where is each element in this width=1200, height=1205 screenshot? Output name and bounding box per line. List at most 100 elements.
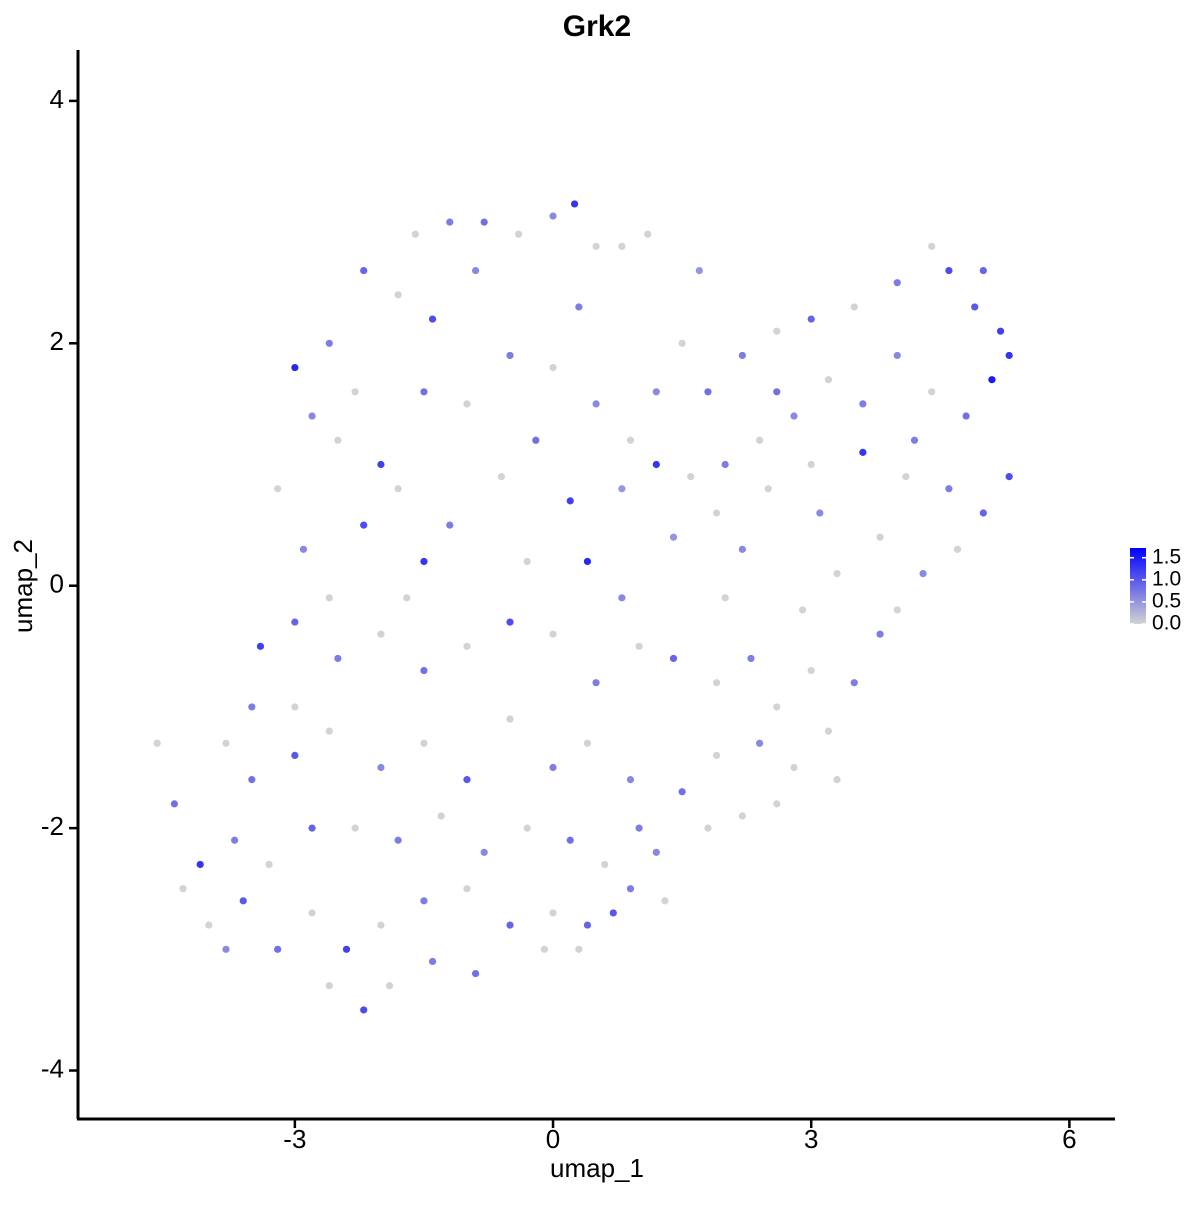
point [824, 727, 833, 735]
point [583, 557, 592, 566]
x-tick-label: 0 [546, 1124, 560, 1154]
point [308, 909, 316, 917]
point [790, 763, 798, 772]
point [738, 812, 746, 820]
point [256, 642, 265, 650]
point [506, 618, 514, 626]
point [351, 824, 359, 832]
point [308, 824, 316, 832]
point [910, 436, 919, 444]
point [669, 654, 678, 663]
point [360, 521, 368, 529]
point [712, 509, 721, 517]
point [893, 279, 901, 287]
point [988, 376, 996, 384]
point [945, 485, 953, 493]
point [824, 376, 833, 384]
point [446, 218, 454, 226]
point [902, 473, 910, 481]
point [394, 291, 402, 299]
point [222, 945, 230, 953]
point [626, 436, 635, 444]
point [291, 751, 299, 759]
point [979, 266, 987, 275]
point [196, 860, 204, 869]
point [592, 679, 600, 687]
point [428, 315, 437, 323]
point [179, 885, 187, 893]
point [773, 703, 781, 711]
point [928, 242, 936, 250]
point [695, 266, 703, 275]
point [876, 630, 884, 638]
point [463, 642, 471, 650]
point [893, 606, 901, 614]
point [570, 200, 579, 208]
point [669, 533, 678, 541]
point [928, 388, 936, 396]
point [807, 460, 815, 469]
point [360, 266, 368, 275]
point [515, 230, 523, 238]
point [807, 666, 815, 675]
point [463, 776, 471, 784]
point [850, 679, 858, 687]
point [377, 460, 385, 469]
point [790, 412, 798, 420]
point [652, 388, 660, 396]
point [996, 327, 1005, 335]
point [325, 982, 333, 990]
point [609, 909, 617, 917]
y-tick-label: 2 [50, 326, 64, 356]
point [385, 982, 394, 990]
point [471, 969, 480, 978]
point [446, 521, 454, 529]
point [351, 388, 359, 396]
point [652, 460, 660, 469]
point [773, 327, 781, 335]
point [549, 630, 557, 638]
y-tick-label: 0 [50, 569, 64, 599]
point [420, 557, 428, 566]
point [549, 763, 557, 772]
point [523, 557, 531, 566]
point [626, 885, 635, 893]
point [661, 897, 669, 905]
point [377, 763, 385, 772]
point [274, 945, 282, 953]
point [919, 569, 927, 578]
point [859, 400, 867, 408]
point [205, 921, 213, 929]
point [773, 800, 781, 808]
point [523, 824, 531, 832]
point [394, 836, 402, 844]
point [239, 897, 247, 905]
point [971, 303, 979, 311]
point [549, 909, 557, 917]
point [471, 266, 480, 275]
colorbar [1130, 548, 1146, 624]
point [428, 957, 437, 966]
point [712, 679, 721, 687]
point [342, 945, 351, 953]
point [652, 848, 660, 856]
point [360, 1006, 368, 1014]
point [773, 388, 781, 396]
point [859, 448, 867, 456]
point [687, 473, 695, 481]
point [291, 703, 299, 711]
point [583, 739, 592, 747]
y-axis-label: umap_2 [8, 539, 38, 633]
point [635, 642, 643, 650]
point [377, 630, 385, 638]
point [549, 363, 557, 372]
point [1005, 473, 1013, 481]
point [712, 751, 721, 759]
point [222, 739, 230, 747]
point [738, 351, 746, 360]
point [678, 788, 686, 796]
point [816, 509, 824, 517]
point [325, 339, 333, 347]
point [463, 400, 471, 408]
